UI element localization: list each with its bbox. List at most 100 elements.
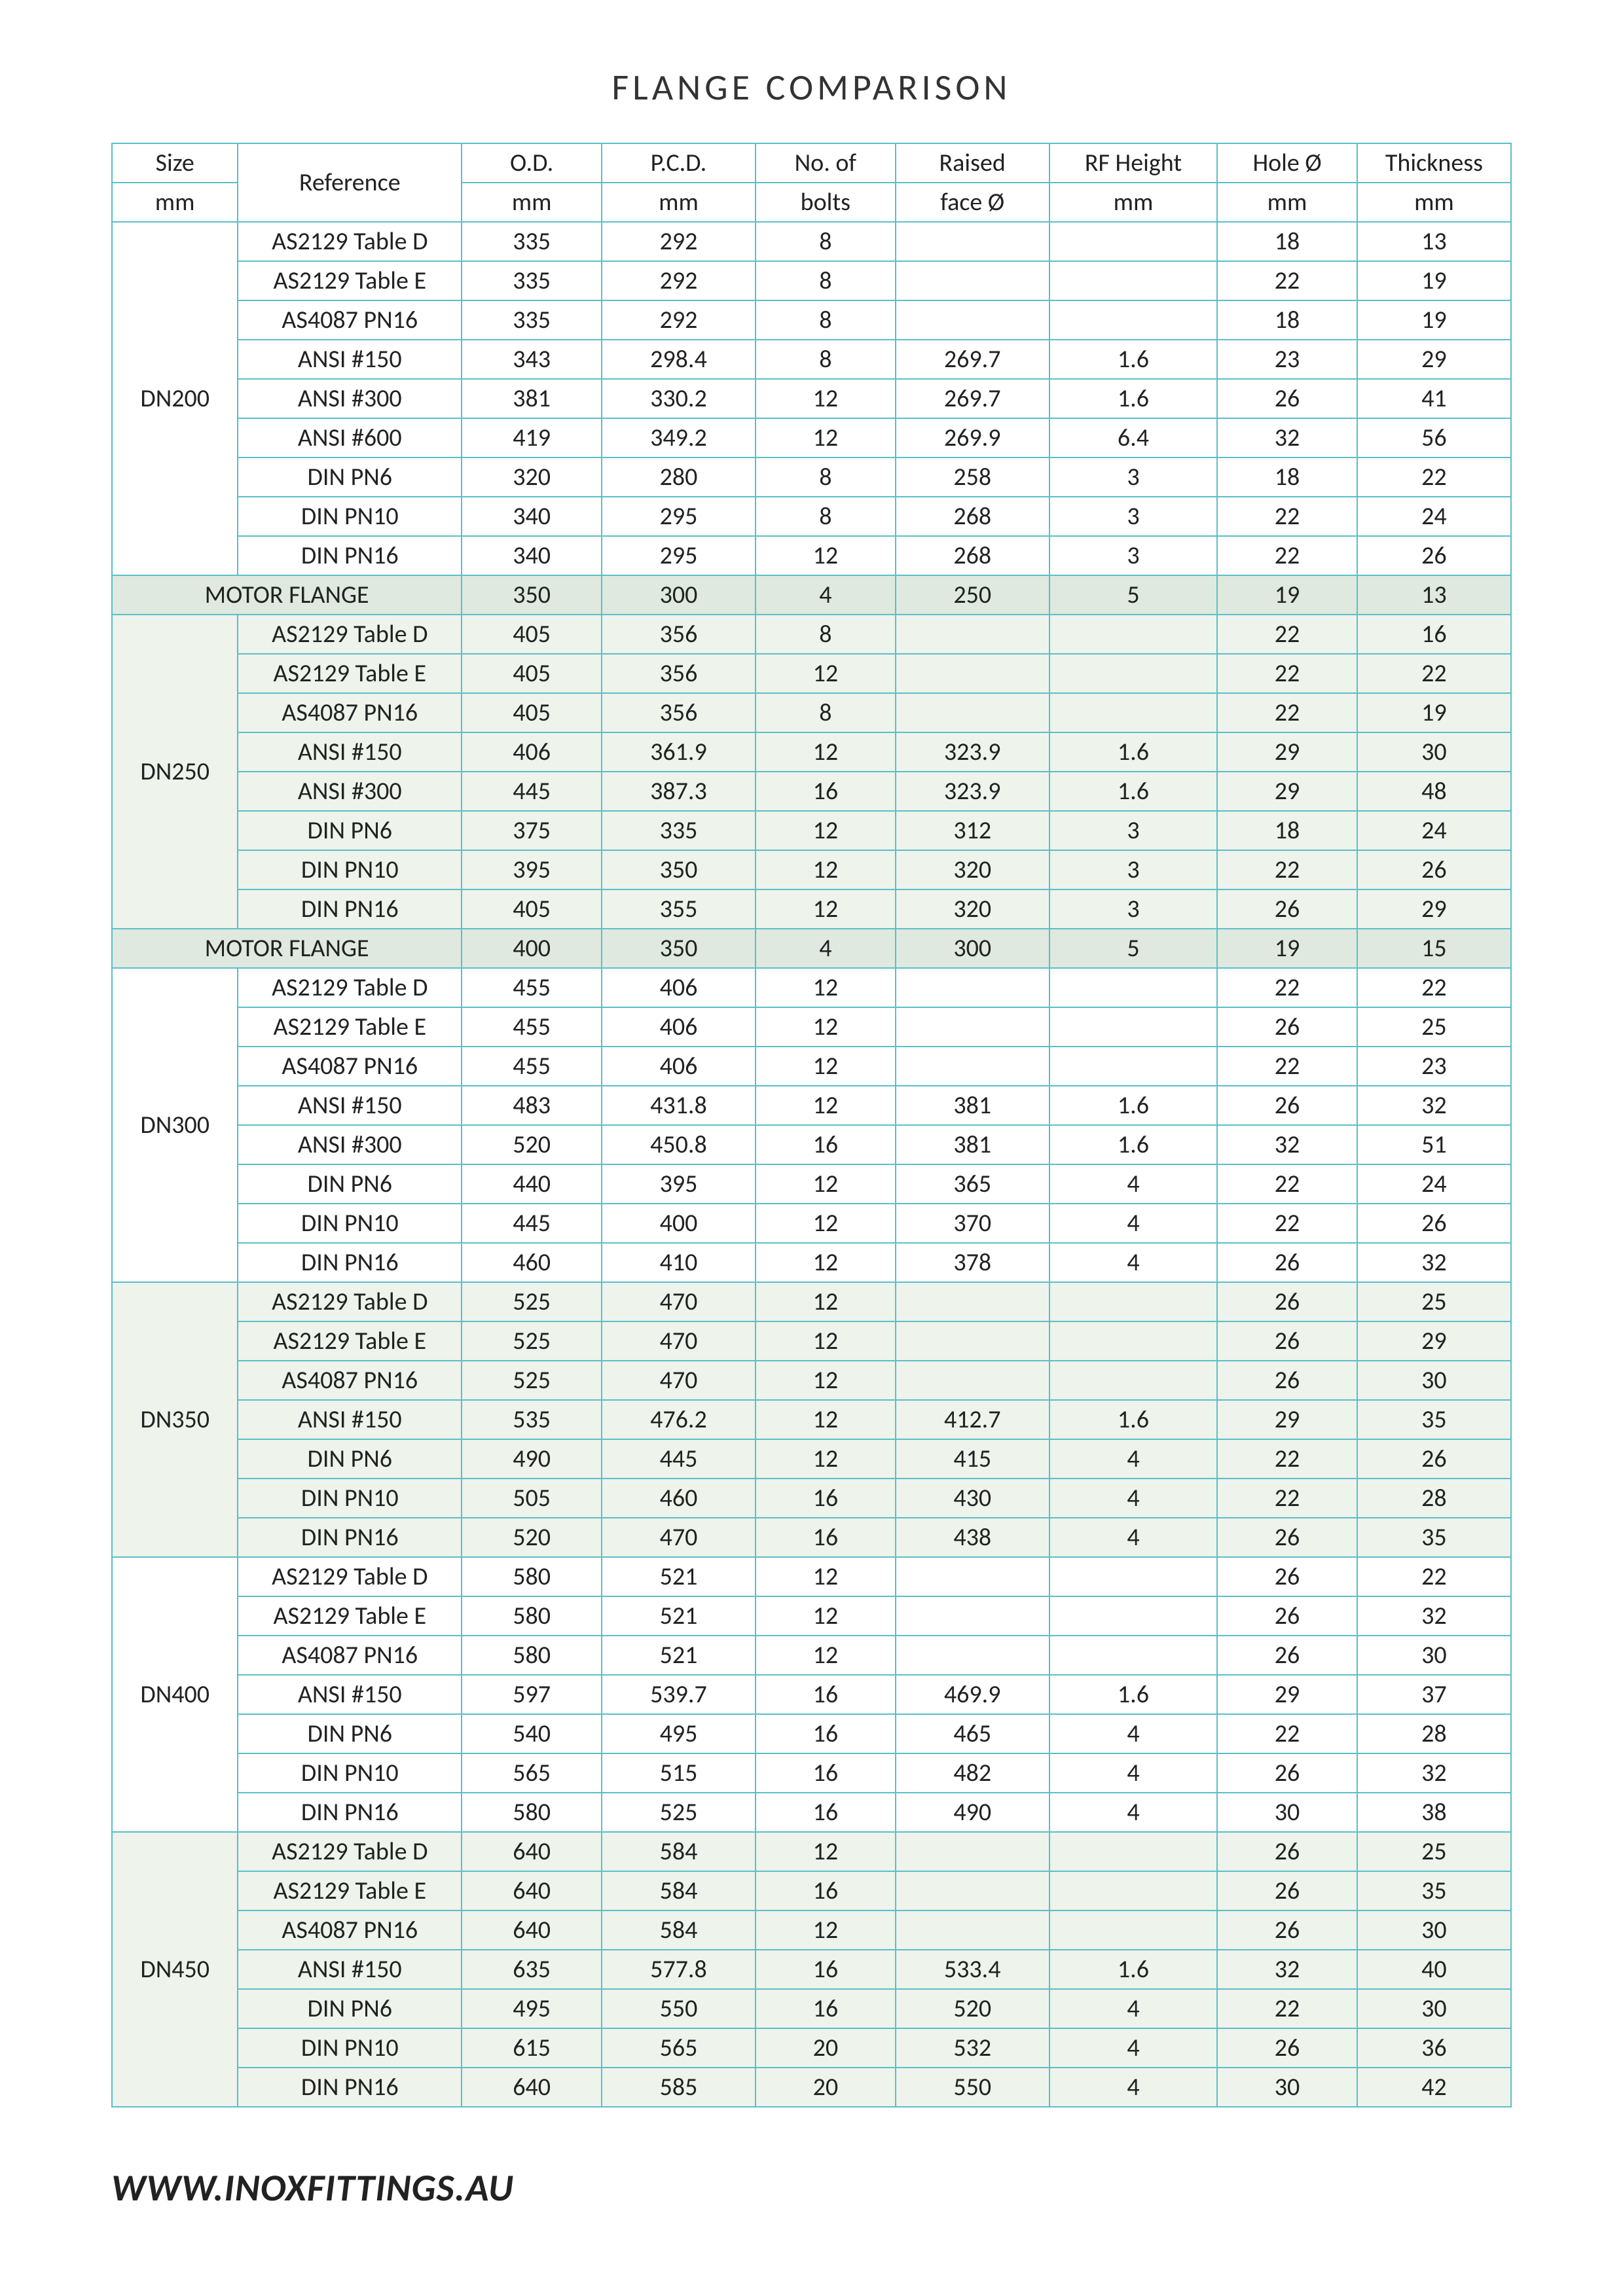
cell-od: 483 bbox=[462, 1086, 602, 1125]
table-row: DN200AS2129 Table D33529281813 bbox=[112, 222, 1511, 261]
cell-hole: 18 bbox=[1217, 222, 1357, 261]
cell-hole: 26 bbox=[1217, 1753, 1357, 1793]
cell-thk: 19 bbox=[1357, 693, 1511, 732]
cell-thk: 42 bbox=[1357, 2068, 1511, 2107]
cell-ref: DIN PN10 bbox=[238, 850, 462, 889]
col-hole-top: Hole Ø bbox=[1217, 143, 1357, 183]
cell-bolts: 12 bbox=[756, 1910, 896, 1950]
cell-od: 505 bbox=[462, 1479, 602, 1518]
cell-rf: 430 bbox=[896, 1479, 1049, 1518]
cell-bolts: 16 bbox=[756, 1871, 896, 1910]
cell-rfh: 1.6 bbox=[1049, 772, 1217, 811]
cell-bolts: 16 bbox=[756, 1675, 896, 1714]
cell-rf: 323.9 bbox=[896, 772, 1049, 811]
cell-hole: 26 bbox=[1217, 889, 1357, 929]
cell-rfh bbox=[1049, 1871, 1217, 1910]
cell-rf: 365 bbox=[896, 1164, 1049, 1204]
cell-rfh: 6.4 bbox=[1049, 418, 1217, 457]
table-row: DN300AS2129 Table D455406122222 bbox=[112, 968, 1511, 1007]
cell-bolts: 12 bbox=[756, 1321, 896, 1361]
cell-od: 540 bbox=[462, 1714, 602, 1753]
cell-pcd: 349.2 bbox=[602, 418, 756, 457]
cell-bolts: 12 bbox=[756, 536, 896, 575]
cell-bolts: 12 bbox=[756, 732, 896, 772]
cell-bolts: 8 bbox=[756, 457, 896, 497]
cell-bolts: 20 bbox=[756, 2028, 896, 2068]
cell-ref: DIN PN6 bbox=[238, 811, 462, 850]
size-cell: DN250 bbox=[112, 615, 238, 929]
col-bolts-top: No. of bbox=[756, 143, 896, 183]
cell-rf: 320 bbox=[896, 850, 1049, 889]
cell-thk: 56 bbox=[1357, 418, 1511, 457]
cell-hole: 22 bbox=[1217, 1439, 1357, 1479]
table-row: AS4087 PN1640535682219 bbox=[112, 693, 1511, 732]
cell-rfh bbox=[1049, 1636, 1217, 1675]
size-cell: DN450 bbox=[112, 1832, 238, 2107]
cell-rf: 370 bbox=[896, 1204, 1049, 1243]
cell-rfh bbox=[1049, 1910, 1217, 1950]
cell-ref: AS4087 PN16 bbox=[238, 1910, 462, 1950]
table-row: DN350AS2129 Table D525470122625 bbox=[112, 1282, 1511, 1321]
cell-thk: 24 bbox=[1357, 811, 1511, 850]
cell-od: 580 bbox=[462, 1636, 602, 1675]
cell-rf bbox=[896, 300, 1049, 340]
cell-bolts: 12 bbox=[756, 1282, 896, 1321]
cell-bolts: 16 bbox=[756, 1518, 896, 1557]
cell-bolts: 8 bbox=[756, 340, 896, 379]
cell-rf: 323.9 bbox=[896, 732, 1049, 772]
cell-hole: 22 bbox=[1217, 654, 1357, 693]
cell-od: 615 bbox=[462, 2028, 602, 2068]
cell-thk: 32 bbox=[1357, 1596, 1511, 1636]
cell-od: 495 bbox=[462, 1989, 602, 2028]
cell-rfh: 3 bbox=[1049, 497, 1217, 536]
cell-thk: 37 bbox=[1357, 1675, 1511, 1714]
cell-thk: 36 bbox=[1357, 2028, 1511, 2068]
cell-rfh: 1.6 bbox=[1049, 1400, 1217, 1439]
cell-thk: 28 bbox=[1357, 1714, 1511, 1753]
cell-bolts: 16 bbox=[756, 1950, 896, 1989]
col-od-top: O.D. bbox=[462, 143, 602, 183]
cell-bolts: 12 bbox=[756, 811, 896, 850]
cell-rfh: 1.6 bbox=[1049, 1086, 1217, 1125]
motor-cell-pcd: 300 bbox=[602, 575, 756, 615]
col-thk-bot: mm bbox=[1357, 183, 1511, 222]
cell-pcd: 577.8 bbox=[602, 1950, 756, 1989]
cell-pcd: 584 bbox=[602, 1832, 756, 1871]
cell-rfh: 1.6 bbox=[1049, 340, 1217, 379]
cell-rfh: 3 bbox=[1049, 457, 1217, 497]
cell-od: 405 bbox=[462, 654, 602, 693]
cell-ref: AS2129 Table D bbox=[238, 1832, 462, 1871]
cell-bolts: 8 bbox=[756, 693, 896, 732]
cell-od: 405 bbox=[462, 889, 602, 929]
col-pcd-top: P.C.D. bbox=[602, 143, 756, 183]
table-row: DIN PN103953501232032226 bbox=[112, 850, 1511, 889]
cell-pcd: 356 bbox=[602, 654, 756, 693]
cell-rf bbox=[896, 1596, 1049, 1636]
cell-pcd: 450.8 bbox=[602, 1125, 756, 1164]
cell-thk: 30 bbox=[1357, 1989, 1511, 2028]
cell-rfh bbox=[1049, 1321, 1217, 1361]
cell-od: 525 bbox=[462, 1361, 602, 1400]
cell-rf: 550 bbox=[896, 2068, 1049, 2107]
cell-rf: 415 bbox=[896, 1439, 1049, 1479]
cell-hole: 22 bbox=[1217, 1989, 1357, 2028]
cell-pcd: 410 bbox=[602, 1243, 756, 1282]
table-row: ANSI #150343298.48269.71.62329 bbox=[112, 340, 1511, 379]
table-row: ANSI #300381330.212269.71.62641 bbox=[112, 379, 1511, 418]
cell-hole: 26 bbox=[1217, 1518, 1357, 1557]
cell-ref: ANSI #300 bbox=[238, 772, 462, 811]
col-reference: Reference bbox=[238, 143, 462, 222]
table-row: DIN PN163402951226832226 bbox=[112, 536, 1511, 575]
motor-cell-bolts: 4 bbox=[756, 929, 896, 968]
cell-bolts: 12 bbox=[756, 1361, 896, 1400]
cell-pcd: 395 bbox=[602, 1164, 756, 1204]
cell-rf: 381 bbox=[896, 1125, 1049, 1164]
cell-rf bbox=[896, 654, 1049, 693]
cell-od: 520 bbox=[462, 1518, 602, 1557]
cell-od: 406 bbox=[462, 732, 602, 772]
col-thk-top: Thickness bbox=[1357, 143, 1511, 183]
size-cell: DN200 bbox=[112, 222, 238, 575]
cell-hole: 22 bbox=[1217, 1479, 1357, 1518]
cell-rf: 469.9 bbox=[896, 1675, 1049, 1714]
cell-hole: 22 bbox=[1217, 968, 1357, 1007]
